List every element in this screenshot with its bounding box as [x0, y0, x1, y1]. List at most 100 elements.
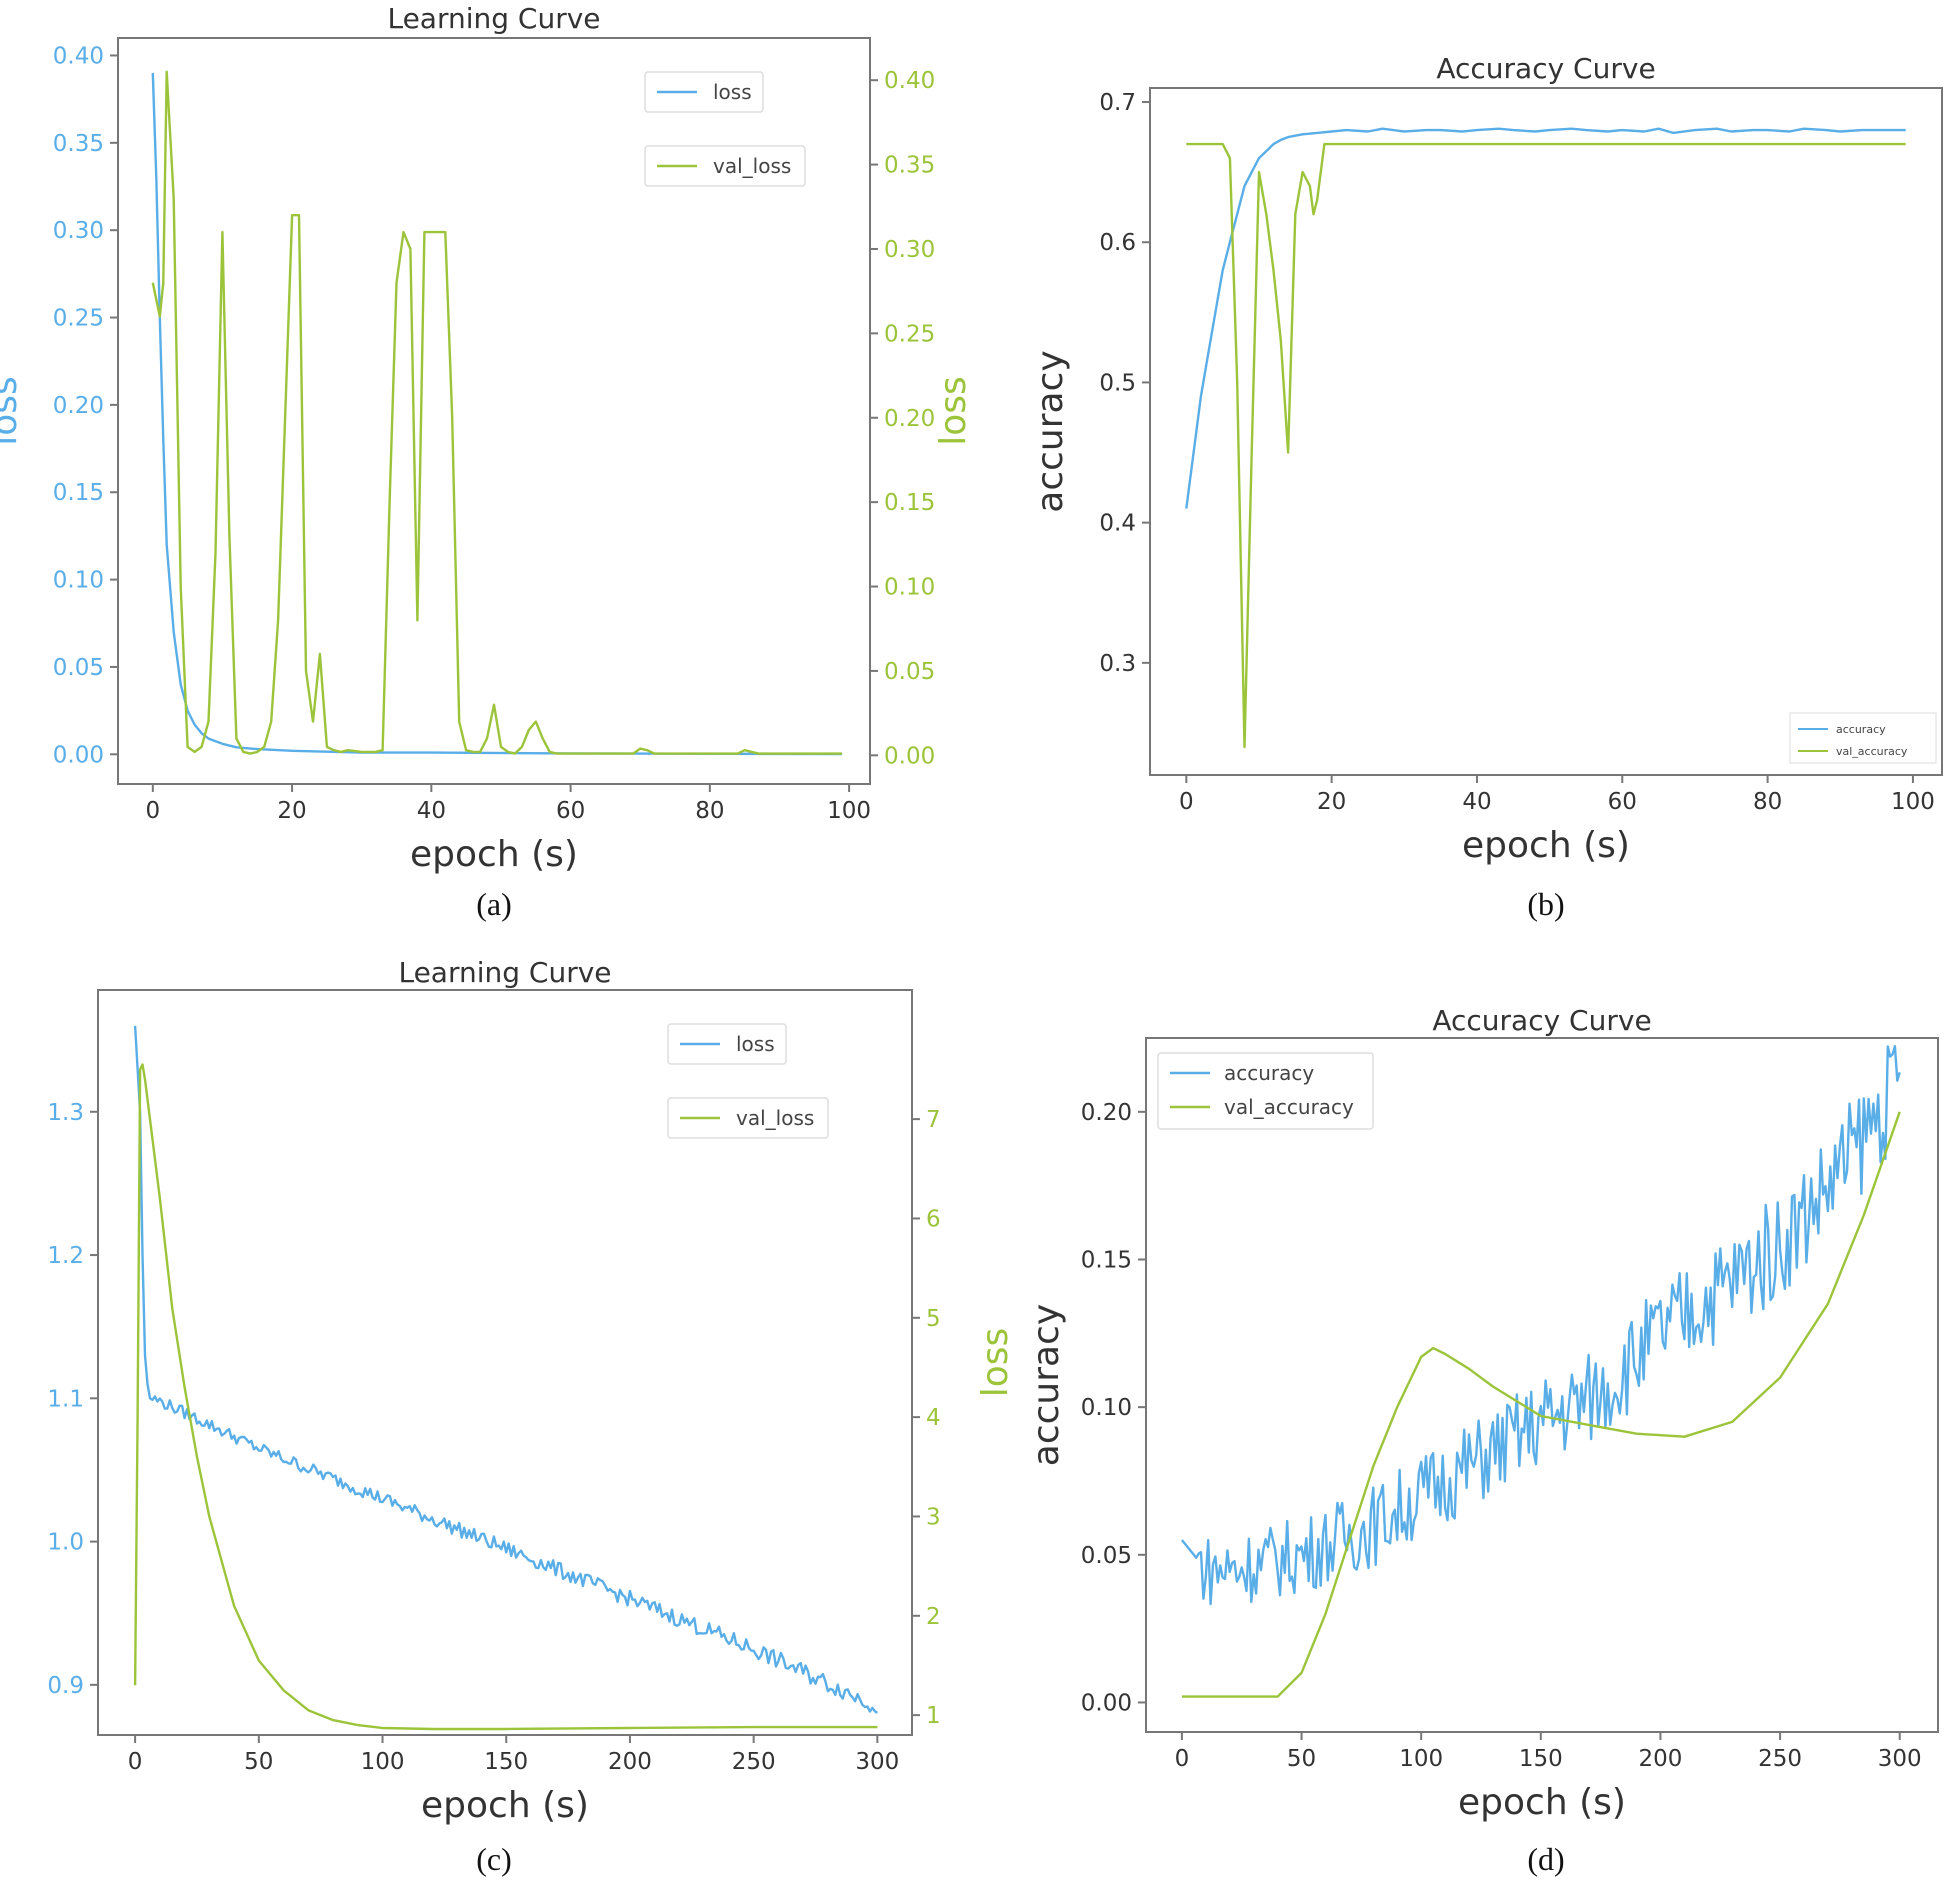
x-tick-label: 20 [1317, 789, 1346, 815]
plot-frame [1145, 1037, 1939, 1733]
x-tick-label: 80 [695, 798, 724, 824]
series-line-val-loss [133, 1063, 878, 1731]
x-tick-label: 0 [1175, 1746, 1190, 1772]
legend-label: val_loss [736, 1106, 814, 1130]
y-tick-label: 0.6 [1099, 230, 1136, 256]
y2-tick-label: 0.30 [884, 237, 935, 263]
y2-tick-label: 7 [926, 1107, 941, 1133]
panel-caption: (a) [476, 886, 512, 922]
legend-label: accuracy [1224, 1061, 1314, 1085]
x-tick-label: 250 [1758, 1746, 1802, 1772]
y2-tick-label: 0.20 [884, 406, 935, 432]
legend-entry-val-loss: val_loss [644, 145, 806, 187]
series-line-accuracy [1185, 127, 1906, 509]
x-tick-label: 60 [1608, 789, 1637, 815]
plot-frame [1149, 87, 1943, 776]
x-tick-label: 100 [1891, 789, 1935, 815]
y-tick-label: 0.15 [1081, 1247, 1132, 1273]
y2-tick-label: 6 [926, 1206, 941, 1232]
chart-title: Learning Curve [398, 956, 611, 989]
y-tick-label: 0.20 [1081, 1100, 1132, 1126]
x-axis-label: epoch (s) [421, 1785, 589, 1826]
y-tick-label: 1.2 [47, 1243, 84, 1269]
series-line-val-loss [151, 70, 843, 755]
y-tick-label: 0.3 [1099, 651, 1136, 677]
y-tick-label: 0.9 [47, 1673, 84, 1699]
series-line-val-accuracy [1186, 142, 1906, 749]
legend-box [667, 1023, 787, 1065]
x-tick-label: 20 [277, 798, 306, 824]
y-tick-label: 1.3 [47, 1100, 84, 1126]
x-tick-label: 150 [484, 1749, 528, 1775]
x-tick-label: 60 [556, 798, 585, 824]
x-tick-label: 50 [244, 1749, 273, 1775]
y-tick-label: 0.7 [1099, 90, 1136, 116]
y-tick-label: 0.15 [53, 480, 104, 506]
series-line-val-accuracy [1181, 1111, 1901, 1698]
x-tick-label: 300 [855, 1749, 899, 1775]
panel-caption: (d) [1527, 1841, 1564, 1877]
y-tick-label: 1.0 [47, 1530, 84, 1556]
x-tick-label: 0 [145, 798, 160, 824]
y-tick-label: 0.5 [1099, 370, 1136, 396]
y-tick-label: 0.00 [53, 742, 104, 768]
x-tick-label: 50 [1287, 1746, 1316, 1772]
panel-b: Accuracy Curve 0 20 40 60 80 100 epoch (s) 0.3 0.… [1030, 52, 1943, 922]
legend-label: val_loss [713, 154, 791, 178]
y2-tick-label: 0.40 [884, 68, 935, 94]
y-tick-label: 1.1 [47, 1386, 84, 1412]
legend-label: loss [713, 80, 752, 104]
y-tick-label: 0.05 [1081, 1543, 1132, 1569]
y2-tick-label: 0.05 [884, 659, 935, 685]
legend-label: val_accuracy [1224, 1095, 1354, 1119]
y2-tick-label: 4 [926, 1405, 941, 1431]
panel-caption: (c) [476, 1841, 512, 1877]
y-axis-label: loss [0, 376, 25, 446]
x-tick-label: 250 [732, 1749, 776, 1775]
x-tick-label: 0 [128, 1749, 143, 1775]
x-tick-label: 0 [1179, 789, 1194, 815]
x-tick-label: 80 [1753, 789, 1782, 815]
x-axis-label: epoch (s) [1458, 1782, 1626, 1823]
x-tick-label: 150 [1519, 1746, 1563, 1772]
panel-a: Learning Curve 0 20 40 60 80 100 epoch (s) 0.00 0… [0, 2, 974, 922]
y2-axis-label: loss [933, 376, 974, 446]
plot-frame [117, 37, 871, 785]
x-tick-label: 200 [1638, 1746, 1682, 1772]
y2-tick-label: 0.25 [884, 321, 935, 347]
legend-box [1789, 712, 1937, 764]
y2-tick-label: 1 [926, 1703, 941, 1729]
y2-tick-label: 0.15 [884, 490, 935, 516]
legend-label: val_accuracy [1836, 745, 1908, 758]
series-line-loss [133, 1025, 879, 1714]
y-tick-label: 0.05 [53, 655, 104, 681]
y-tick-label: 0.25 [53, 306, 104, 332]
x-tick-label: 200 [608, 1749, 652, 1775]
legend-label: loss [736, 1032, 775, 1056]
y2-tick-label: 2 [926, 1604, 941, 1630]
x-tick-label: 100 [361, 1749, 405, 1775]
x-tick-label: 40 [1462, 789, 1491, 815]
y-tick-label: 0.4 [1099, 511, 1136, 537]
y-tick-label: 0.30 [53, 218, 104, 244]
y2-tick-label: 5 [926, 1306, 941, 1332]
series-line-accuracy [1180, 1045, 1901, 1606]
x-tick-label: 100 [827, 798, 871, 824]
x-tick-label: 100 [1399, 1746, 1443, 1772]
y2-axis-label: loss [975, 1328, 1016, 1398]
y-tick-label: 0.00 [1081, 1690, 1132, 1716]
x-axis-label: epoch (s) [410, 834, 578, 875]
y2-tick-label: 3 [926, 1504, 941, 1530]
legend-box [667, 1097, 829, 1139]
plot-frame [97, 989, 913, 1736]
legend-label: accuracy [1836, 723, 1886, 736]
legend-entry-loss: loss [667, 1023, 787, 1065]
chart-title: Accuracy Curve [1436, 52, 1655, 85]
y-tick-label: 0.10 [1081, 1395, 1132, 1421]
x-tick-label: 300 [1878, 1746, 1922, 1772]
y-tick-label: 0.10 [53, 568, 104, 594]
chart-title: Learning Curve [387, 2, 600, 35]
legend-entry-val-loss: val_loss [667, 1097, 829, 1139]
y2-tick-label: 0.35 [884, 153, 935, 179]
